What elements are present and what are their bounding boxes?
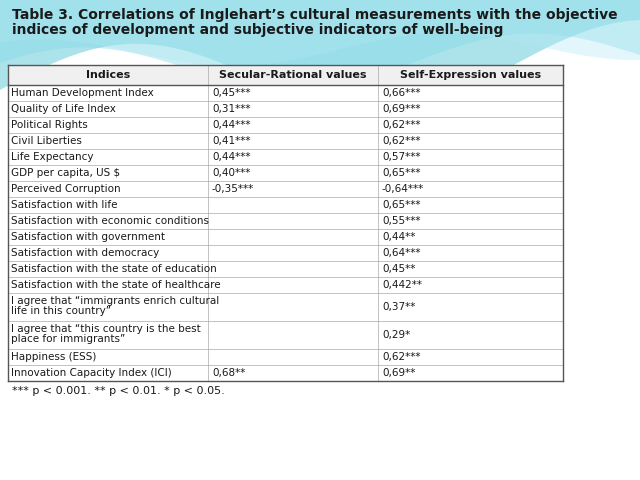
Text: *** p < 0.001. ** p < 0.01. * p < 0.05.: *** p < 0.001. ** p < 0.01. * p < 0.05. [12,386,225,396]
Text: 0,31***: 0,31*** [212,104,250,114]
Text: indices of development and subjective indicators of well-being: indices of development and subjective in… [12,23,504,37]
Text: Civil Liberties: Civil Liberties [11,136,82,146]
Text: Quality of Life Index: Quality of Life Index [11,104,116,114]
Text: I agree that “this country is the best: I agree that “this country is the best [11,324,201,334]
Text: Perceived Corruption: Perceived Corruption [11,184,120,194]
Text: Satisfaction with the state of education: Satisfaction with the state of education [11,264,217,274]
Text: 0,442**: 0,442** [382,280,422,290]
Text: -0,64***: -0,64*** [382,184,424,194]
Text: Satisfaction with government: Satisfaction with government [11,232,165,242]
Text: 0,65***: 0,65*** [382,168,420,178]
Text: 0,41***: 0,41*** [212,136,250,146]
Text: Political Rights: Political Rights [11,120,88,130]
Text: 0,40***: 0,40*** [212,168,250,178]
Polygon shape [0,0,640,66]
Text: 0,55***: 0,55*** [382,216,420,226]
Text: place for immigrants”: place for immigrants” [11,334,125,344]
Text: Life Expectancy: Life Expectancy [11,152,93,162]
Text: 0,57***: 0,57*** [382,152,420,162]
Text: 0,29*: 0,29* [382,330,410,340]
Text: Indices: Indices [86,70,130,80]
Text: 0,45***: 0,45*** [212,88,250,98]
Text: -0,35***: -0,35*** [212,184,254,194]
Polygon shape [0,0,640,112]
Text: Innovation Capacity Index (ICI): Innovation Capacity Index (ICI) [11,368,172,378]
Polygon shape [0,0,640,91]
Text: 0,44***: 0,44*** [212,120,250,130]
Text: Table 3. Correlations of Inglehart’s cultural measurements with the objective: Table 3. Correlations of Inglehart’s cul… [12,8,618,22]
Text: life in this country”: life in this country” [11,306,111,316]
Text: 0,62***: 0,62*** [382,120,420,130]
Text: 0,68**: 0,68** [212,368,245,378]
Text: 0,62***: 0,62*** [382,136,420,146]
Text: Satisfaction with democracy: Satisfaction with democracy [11,248,159,258]
Text: 0,64***: 0,64*** [382,248,420,258]
Text: Satisfaction with life: Satisfaction with life [11,200,118,210]
Text: 0,45**: 0,45** [382,264,415,274]
Text: 0,65***: 0,65*** [382,200,420,210]
Text: GDP per capita, US $: GDP per capita, US $ [11,168,120,178]
Text: Satisfaction with economic conditions: Satisfaction with economic conditions [11,216,209,226]
Bar [8,65,563,85]
Text: 0,44***: 0,44*** [212,152,250,162]
Text: 0,69**: 0,69** [382,368,415,378]
Bar [8,65,563,381]
Text: Self-Expression values: Self-Expression values [400,70,541,80]
Text: I agree that “immigrants enrich cultural: I agree that “immigrants enrich cultural [11,296,220,306]
Text: 0,69***: 0,69*** [382,104,420,114]
Text: Human Development Index: Human Development Index [11,88,154,98]
Text: Happiness (ESS): Happiness (ESS) [11,352,97,362]
Text: 0,62***: 0,62*** [382,352,420,362]
Text: Secular-Rational values: Secular-Rational values [220,70,367,80]
Text: 0,37**: 0,37** [382,302,415,312]
Text: 0,66***: 0,66*** [382,88,420,98]
Text: Satisfaction with the state of healthcare: Satisfaction with the state of healthcar… [11,280,221,290]
Text: 0,44**: 0,44** [382,232,415,242]
